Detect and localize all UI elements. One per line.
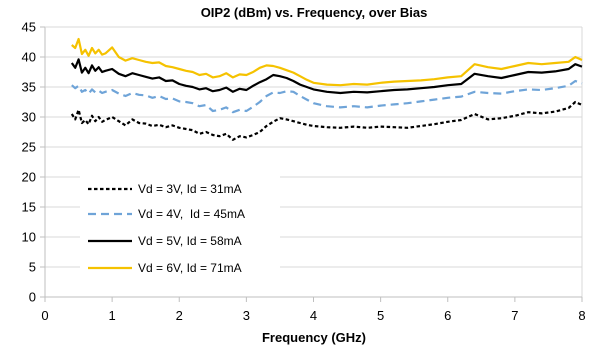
y-tick-label-5: 5 bbox=[29, 260, 36, 275]
y-tick-label-40: 40 bbox=[22, 50, 36, 65]
y-tick-label-30: 30 bbox=[22, 110, 36, 125]
x-tick-label-0: 0 bbox=[41, 308, 48, 323]
legend-label-2: Vd = 4V, Id = 45mA bbox=[138, 207, 245, 221]
x-axis-title: Frequency (GHz) bbox=[262, 330, 366, 345]
y-tick-label-0: 0 bbox=[29, 290, 36, 305]
x-tick-label-2: 2 bbox=[176, 308, 183, 323]
x-tick-label-6: 6 bbox=[444, 308, 451, 323]
y-tick-label-35: 35 bbox=[22, 80, 36, 95]
x-tick-label-1: 1 bbox=[109, 308, 116, 323]
y-tick-label-10: 10 bbox=[22, 230, 36, 245]
y-tick-label-20: 20 bbox=[22, 170, 36, 185]
series-line-4 bbox=[71, 37, 583, 87]
series-line-1 bbox=[70, 100, 583, 141]
axes bbox=[40, 26, 583, 302]
x-tick-label-5: 5 bbox=[377, 308, 384, 323]
legend-label-1: Vd = 3V, Id = 31mA bbox=[138, 182, 242, 196]
series-line-2 bbox=[71, 79, 583, 114]
series-line-3 bbox=[70, 58, 583, 95]
x-tick-label-3: 3 bbox=[243, 308, 250, 323]
series-lines bbox=[70, 37, 583, 141]
x-tick-label-4: 4 bbox=[310, 308, 317, 323]
legend-background bbox=[80, 176, 280, 282]
y-tick-label-15: 15 bbox=[22, 200, 36, 215]
y-tick-label-45: 45 bbox=[22, 20, 36, 35]
chart-title: OIP2 (dBm) vs. Frequency, over Bias bbox=[201, 5, 428, 20]
y-tick-label-25: 25 bbox=[22, 140, 36, 155]
legend-label-4: Vd = 6V, Id = 71mA bbox=[138, 261, 242, 275]
legend: Vd = 3V, Id = 31mA Vd = 4V, Id = 45mA Vd =… bbox=[88, 182, 245, 275]
x-tick-label-7: 7 bbox=[511, 308, 518, 323]
legend-label-3: Vd = 5V, Id = 58mA bbox=[138, 234, 242, 248]
x-tick-label-8: 8 bbox=[578, 308, 585, 323]
